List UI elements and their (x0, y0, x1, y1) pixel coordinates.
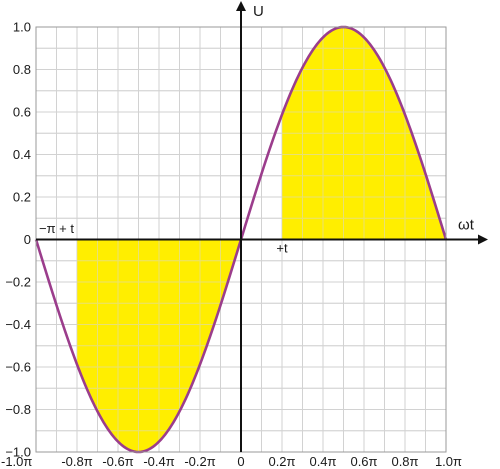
y-tick-label: −1.0 (5, 445, 31, 460)
x-tick-label: 0.6π (350, 454, 377, 469)
annotation-label-2: +t (276, 240, 288, 255)
x-tick-label: -0.2π (184, 454, 215, 469)
annotation-label-1: −π + t (39, 221, 74, 236)
y-tick-label: 0.4 (13, 147, 31, 162)
y-tick-label: 0.8 (13, 62, 31, 77)
x-tick-label: -0.8π (61, 454, 92, 469)
x-axis-arrow-icon (478, 234, 488, 245)
x-tick-label: -1.0π (1, 454, 32, 469)
x-tick-label: 0 (237, 454, 244, 469)
x-tick-label: -0.4π (143, 454, 174, 469)
x-tick-label: 1.0π (435, 454, 462, 469)
annotations: −π + t +t (39, 221, 288, 255)
y-tick-label: −0.8 (5, 402, 31, 417)
y-tick-label: −0.2 (5, 275, 31, 290)
y-tick-label: 0.2 (13, 190, 31, 205)
y-tick-label: 0.6 (13, 105, 31, 120)
x-tick-label: 0.2π (268, 454, 295, 469)
y-tick-label: −0.6 (5, 360, 31, 375)
y-tick-label: 0 (24, 232, 31, 247)
y-tick-label: −0.4 (5, 317, 31, 332)
y-tick-label: 1.0 (13, 20, 31, 35)
y-axis-label: U (253, 3, 264, 20)
tick-labels: 1.0 0.8 0.6 0.4 0.2 0 −0.2 −0.4 −0.6 −0.8 −1.0-1.0… (1, 20, 462, 469)
x-tick-label: 0.4π (309, 454, 336, 469)
y-axis-arrow-icon (236, 1, 246, 11)
axes: ωt U (36, 1, 488, 452)
x-tick-label: -0.6π (102, 454, 133, 469)
x-tick-label: 0.8π (391, 454, 418, 469)
x-axis-label: ωt (458, 217, 475, 234)
